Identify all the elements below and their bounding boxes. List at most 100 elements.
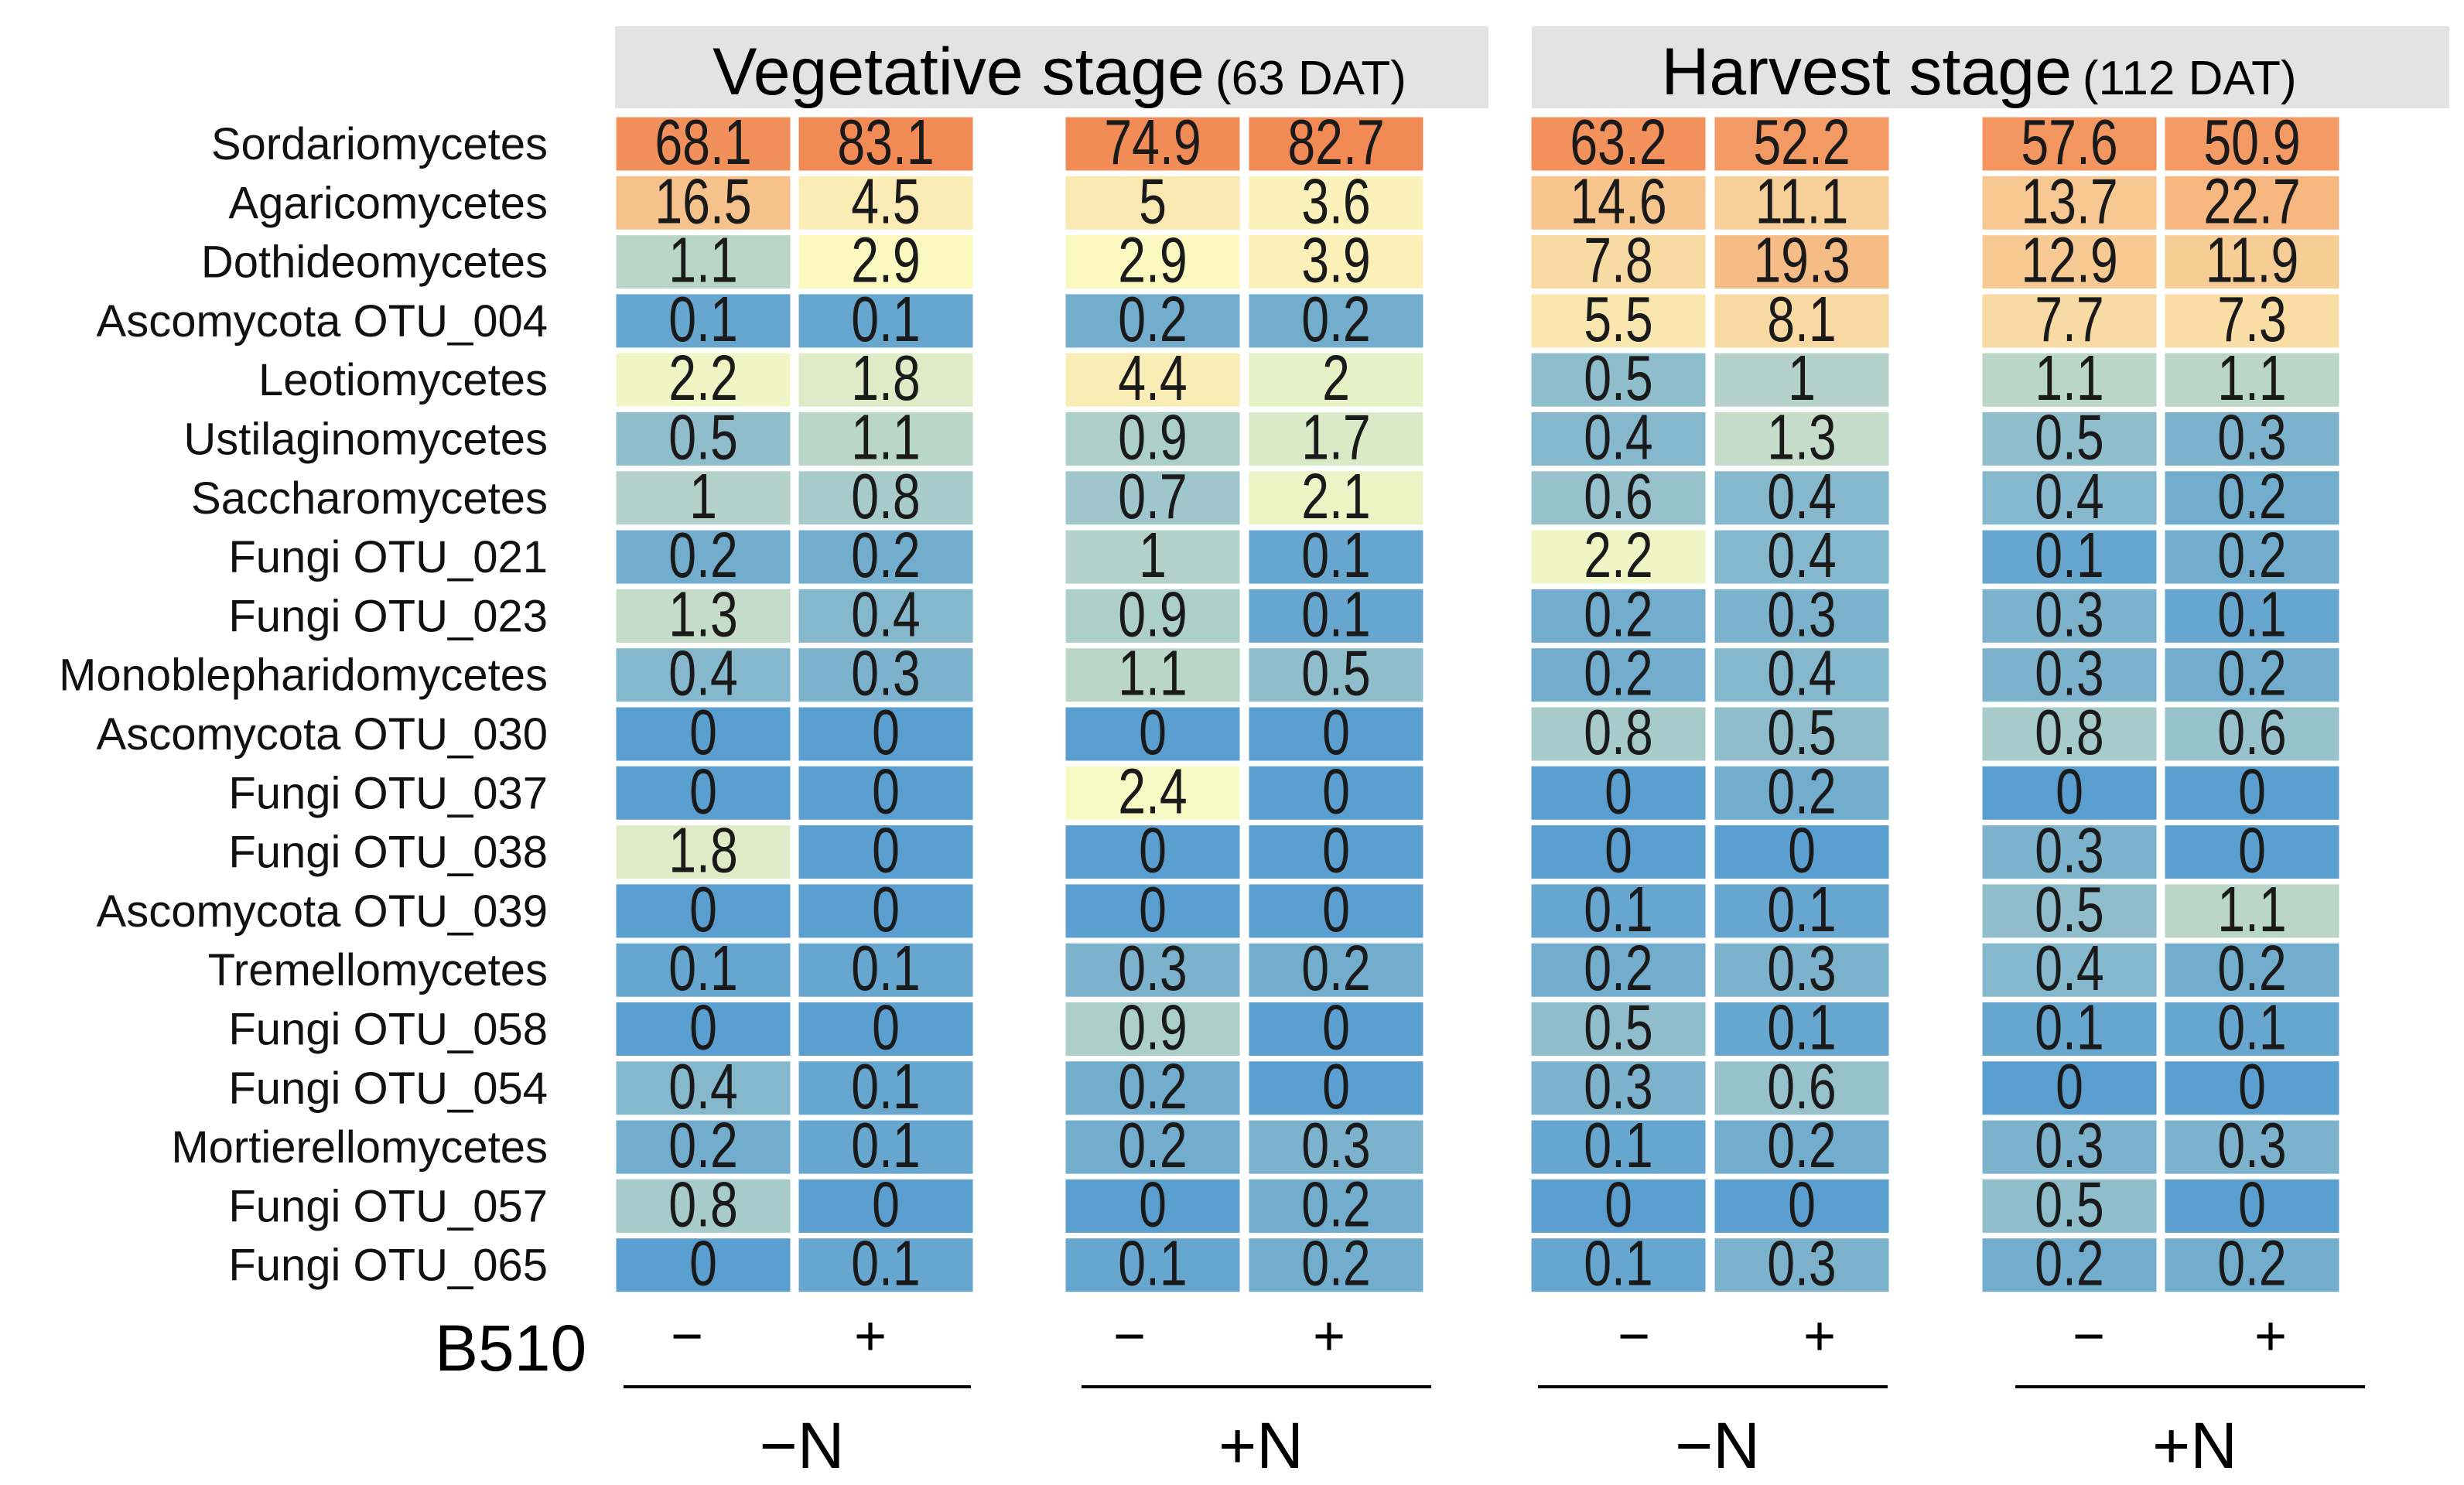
heatmap-cell [1529, 1118, 1708, 1176]
cell-value: 0 [689, 696, 717, 768]
row-label: Fungi OTU_065 [228, 1241, 548, 1291]
cell-value: 11.9 [2206, 224, 2299, 296]
heatmap-cell [1063, 469, 1242, 527]
cell-value: 0.3 [2217, 401, 2287, 473]
cell-value: 0.2 [1584, 579, 1653, 650]
heatmap-cell [1712, 233, 1892, 292]
heatmap-cell [1980, 173, 2159, 232]
heatmap-cell [2162, 527, 2342, 586]
cell-value: 0.3 [851, 637, 921, 709]
cell-value: 0 [872, 696, 900, 768]
heatmap-cell [2162, 173, 2342, 232]
heatmap-cell [613, 292, 793, 350]
heatmap-cell [1246, 1236, 1426, 1295]
heatmap-cell [1246, 173, 1426, 232]
cell-value: 0.2 [1301, 1169, 1371, 1241]
cell-value: 0.1 [2217, 992, 2287, 1063]
cell-value: 83.1 [837, 106, 934, 178]
cell-value: 2.9 [1118, 224, 1188, 296]
heatmap-cell [1063, 1118, 1242, 1176]
cell-value: 1.3 [668, 579, 738, 650]
heatmap-cell [1246, 823, 1426, 882]
heatmap-cell [1529, 882, 1708, 940]
heatmap-cell [796, 1118, 976, 1176]
cell-value: 0.5 [1767, 696, 1837, 768]
heatmap-cell [1712, 1000, 1892, 1058]
heatmap-cell [2162, 1236, 2342, 1295]
cell-value: 2.2 [668, 342, 738, 414]
heatmap-cell [796, 527, 976, 586]
cell-value: 0 [872, 992, 900, 1063]
cell-value: 12.9 [2021, 224, 2117, 296]
heatmap-cell [796, 1176, 976, 1235]
heatmap-cell [796, 940, 976, 999]
heatmap-cell [796, 469, 976, 527]
heatmap-cell [1529, 823, 1708, 882]
heatmap-cell [613, 233, 793, 292]
heatmap-cell [2162, 646, 2342, 705]
heatmap-cell [613, 823, 793, 882]
heatmap-cell [1980, 882, 2159, 940]
cell-value: 0.3 [2035, 1109, 2104, 1181]
heatmap-cell [613, 646, 793, 705]
cell-value: 5.5 [1584, 283, 1653, 355]
heatmap-cell [1712, 469, 1892, 527]
cell-value: 0.2 [1301, 932, 1371, 1004]
heatmap-cell [1980, 823, 2159, 882]
heatmap-cell [1246, 586, 1426, 645]
row-label: Tremellomycetes [208, 945, 548, 995]
heatmap-cell [796, 763, 976, 822]
heatmap-cell [1529, 1176, 1708, 1235]
heatmap-cell [1712, 350, 1892, 409]
heatmap-cell [1063, 763, 1242, 822]
cell-value: 0.2 [2035, 1227, 2104, 1299]
cell-value: 0.2 [1301, 283, 1371, 355]
cell-value: 0.1 [1584, 1109, 1653, 1181]
cell-value: 0.1 [1767, 992, 1837, 1063]
heatmap-cell [1712, 586, 1892, 645]
heatmap-cell [1246, 1000, 1426, 1058]
row-label: Fungi OTU_021 [228, 532, 548, 582]
heatmap-cell [613, 173, 793, 232]
heatmap-cell [1529, 173, 1708, 232]
heatmap-cell [796, 410, 976, 468]
heatmap-cell [1246, 940, 1426, 999]
cell-value: 0.1 [668, 283, 738, 355]
treatment-sign: − [671, 1306, 703, 1367]
cell-value: 0.2 [1301, 1227, 1371, 1299]
row-label: Saccharomycetes [191, 473, 548, 524]
cell-value: 3.6 [1301, 166, 1371, 237]
heatmap-cell [2162, 292, 2342, 350]
cell-value: 57.6 [2021, 106, 2117, 178]
heatmap-cell [1712, 705, 1892, 763]
cell-value: 0.2 [668, 519, 738, 591]
cell-value: 0.4 [668, 637, 738, 709]
cell-value: 0 [872, 756, 900, 828]
heatmap-cell [796, 1000, 976, 1058]
cell-value: 0 [2238, 756, 2266, 828]
heatmap-cell [2162, 586, 2342, 645]
heatmap-cell [1063, 233, 1242, 292]
heatmap-cell [796, 646, 976, 705]
cell-value: 1.1 [2217, 873, 2287, 945]
cell-value: 0.5 [2035, 401, 2104, 473]
treatment-label: B510 [435, 1312, 586, 1384]
cell-value: 1.1 [2035, 342, 2104, 414]
heatmap-cell [1529, 527, 1708, 586]
heatmap-cell [2162, 763, 2342, 822]
cell-value: 7.7 [2035, 283, 2104, 355]
heatmap-cell [1246, 1059, 1426, 1118]
cell-value: 0.3 [1301, 1109, 1371, 1181]
heatmap-cell [613, 527, 793, 586]
heatmap-cell [1980, 1000, 2159, 1058]
cell-value: 0.1 [1584, 1227, 1653, 1299]
cell-value: 0 [689, 1227, 717, 1299]
heatmap-cell [613, 882, 793, 940]
heatmap-cell [796, 173, 976, 232]
cell-value: 0 [1605, 756, 1632, 828]
heatmap-cell [1246, 410, 1426, 468]
heatmap-cells: 68.116.51.10.12.20.510.21.30.4001.800.10… [613, 106, 2342, 1299]
heatmap-cell [1529, 350, 1708, 409]
heatmap-cell [613, 940, 793, 999]
heatmap-cell [1980, 763, 2159, 822]
